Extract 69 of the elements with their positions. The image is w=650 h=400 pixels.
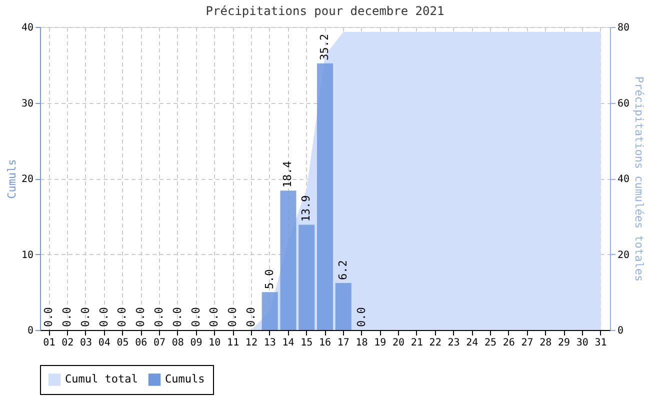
x-tick-label: 13 (264, 338, 276, 348)
legend-label: Cumul total (65, 372, 138, 386)
data-label: 0.0 (152, 307, 166, 327)
x-tick-label: 25 (484, 338, 497, 348)
data-label: 5.0 (262, 269, 276, 290)
x-tick-label: 23 (448, 338, 460, 348)
x-tick-label: 17 (337, 338, 350, 348)
bar (298, 224, 315, 330)
data-label: 18.4 (281, 160, 294, 188)
y-tick-label: 30 (21, 98, 34, 110)
x-tick-label: 15 (300, 338, 313, 348)
x-tick-label: 19 (374, 338, 386, 348)
x-tick-label: 02 (62, 338, 74, 348)
x-tick-label: 22 (429, 338, 442, 348)
data-label: 0.0 (208, 307, 221, 327)
x-tick-label: 18 (356, 338, 368, 348)
x-tick-label: 06 (135, 338, 148, 348)
bar (335, 283, 352, 330)
x-tick-label: 04 (98, 338, 110, 348)
y2-axis-title: Précipitations cumulées totales (632, 76, 646, 282)
bar (262, 292, 278, 330)
y-tick-label: 20 (21, 174, 34, 185)
x-tick-label: 27 (521, 338, 534, 348)
y2-tick-label: 20 (618, 250, 630, 261)
legend-label: Cumuls (165, 372, 205, 386)
y-tick-label: 10 (21, 250, 34, 261)
data-label: 0.0 (97, 307, 110, 327)
bar (317, 63, 333, 330)
data-label: 0.0 (244, 307, 258, 327)
x-tick-label: 01 (43, 338, 56, 348)
y-axis-title: Cumuls (5, 159, 18, 199)
data-label: 35.2 (318, 34, 331, 60)
y2-tick-label: 0 (618, 326, 624, 336)
x-tick-label: 16 (318, 338, 332, 348)
data-label: 0.0 (60, 307, 74, 327)
y-tick-label: 0 (27, 326, 34, 336)
y2-tick-label: 40 (618, 174, 630, 185)
y2-tick-label: 60 (618, 98, 630, 110)
x-tick-label: 28 (540, 338, 552, 348)
data-label: 0.0 (42, 307, 56, 327)
y2-tick-label: 80 (618, 22, 630, 34)
x-tick-label: 26 (502, 338, 515, 348)
x-tick-label: 12 (245, 338, 258, 348)
data-label: 0.0 (170, 307, 184, 327)
x-tick-label: 08 (172, 338, 184, 348)
data-label: 0.0 (78, 307, 92, 327)
x-tick-label: 11 (227, 338, 240, 348)
x-tick-label: 31 (594, 338, 607, 348)
data-label: 13.9 (300, 195, 313, 222)
x-tick-label: 30 (576, 338, 588, 348)
data-label: 0.0 (189, 307, 202, 327)
y-tick-label: 40 (21, 22, 34, 34)
x-tick-label: 21 (410, 338, 423, 348)
x-tick-label: 10 (208, 338, 221, 348)
data-label: 0.0 (116, 307, 129, 327)
x-tick-label: 20 (392, 338, 405, 348)
x-tick-label: 03 (80, 338, 92, 348)
data-label: 0.0 (134, 307, 148, 327)
x-tick-label: 24 (466, 338, 478, 348)
data-label: 0.0 (226, 307, 240, 327)
x-tick-label: 07 (153, 338, 166, 348)
x-tick-label: 29 (558, 338, 570, 348)
x-tick-label: 05 (116, 338, 129, 348)
data-label: 6.2 (336, 260, 350, 280)
data-label: 0.0 (354, 307, 368, 327)
x-tick-label: 14 (282, 338, 294, 348)
bar (280, 190, 296, 330)
chart-title: Précipitations pour decembre 2021 (206, 4, 444, 18)
x-tick-label: 09 (190, 338, 202, 348)
